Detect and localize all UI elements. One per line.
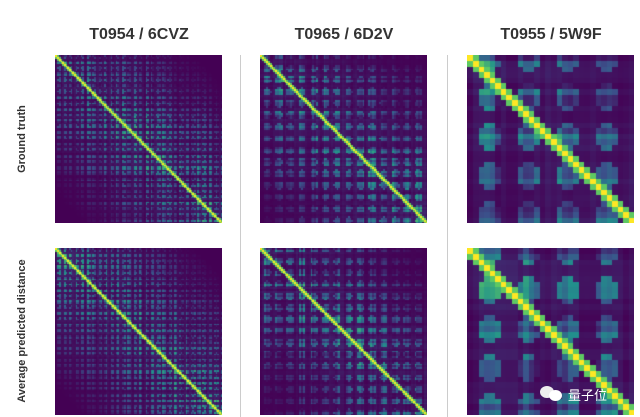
column-title-t0955: T0955 / 5W9F — [500, 26, 602, 43]
wechat-icon — [540, 386, 564, 402]
heatmap-t0954-ground-truth — [55, 55, 222, 223]
row-label-average-predicted: Average predicted distance — [16, 259, 28, 403]
watermark: 量子位 — [540, 384, 607, 404]
heatmap-t0954-predicted — [55, 248, 222, 415]
watermark-text: 量子位 — [568, 387, 608, 403]
row-label-ground-truth: Ground truth — [16, 105, 28, 173]
column-title-t0965: T0965 / 6D2V — [294, 26, 394, 43]
heatmap-t0965-predicted — [260, 248, 427, 415]
column-title-t0954: T0954 / 6CVZ — [89, 26, 189, 43]
heatmap-t0955-ground-truth — [467, 55, 634, 223]
column-divider — [447, 55, 448, 417]
column-divider — [240, 55, 241, 417]
heatmap-t0965-ground-truth — [260, 55, 427, 223]
